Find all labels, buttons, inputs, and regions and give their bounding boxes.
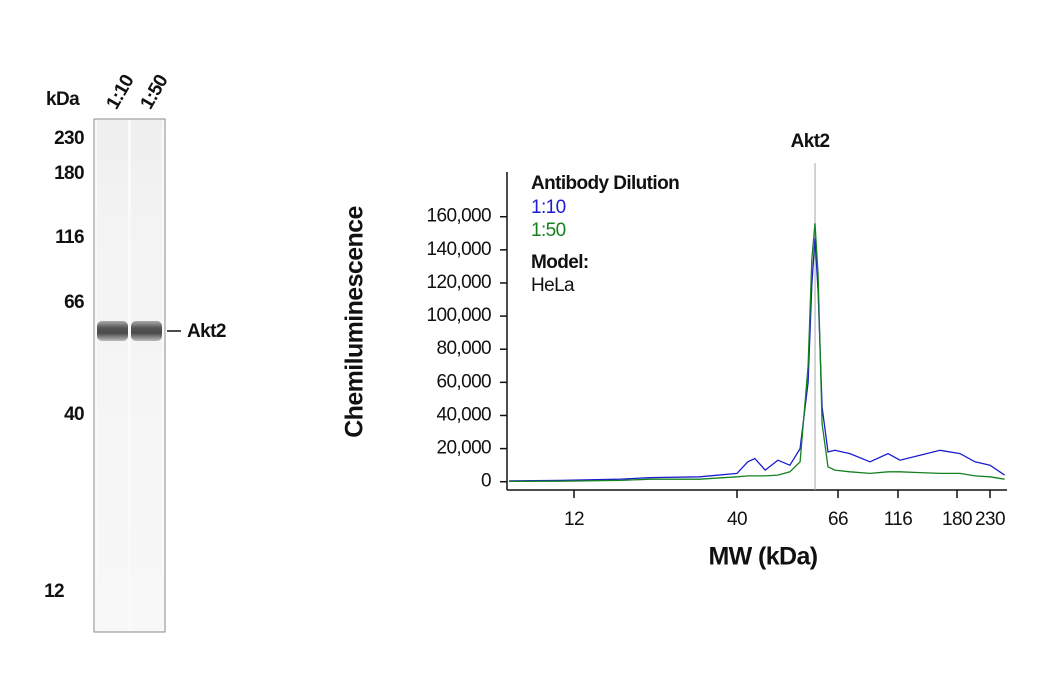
y-tick-label: 20,000 <box>436 438 491 459</box>
marker-label: 12 <box>44 581 64 602</box>
y-axis-title: Chemiluminescence <box>341 206 369 438</box>
legend-entry: 1:10 <box>531 197 566 218</box>
marker-label: 116 <box>55 227 84 248</box>
x-tick-label: 12 <box>564 509 584 530</box>
chart-title: Akt2 <box>791 131 830 152</box>
marker-label: 40 <box>64 404 84 425</box>
y-tick-label: 160,000 <box>427 206 492 227</box>
legend-entry: 1:50 <box>531 220 566 241</box>
y-tick-label: 40,000 <box>436 404 491 425</box>
blot-panel: kDa 1:10 1:50 230 180 116 66 40 12 Akt2 <box>44 72 226 633</box>
unit-label: kDa <box>46 89 80 110</box>
x-tick-label: 180 <box>942 509 972 530</box>
band <box>131 321 162 341</box>
chart: 0 20,000 40,000 60,000 80,000 100,000 120,000 1… <box>341 131 1007 571</box>
lane <box>131 120 162 631</box>
series-line <box>508 238 1005 482</box>
series-line <box>508 223 1005 483</box>
y-tick-label: 60,000 <box>436 371 491 392</box>
model-label: Model: <box>531 252 589 273</box>
model-value: HeLa <box>531 275 575 296</box>
x-tick-label: 230 <box>975 509 1005 530</box>
y-tick-label: 80,000 <box>436 338 491 359</box>
x-tick-label: 40 <box>727 509 747 530</box>
y-tick-label: 0 <box>481 471 491 492</box>
legend-title: Antibody Dilution <box>531 173 679 194</box>
x-axis-title: MW (kDa) <box>708 543 817 571</box>
y-tick-label: 100,000 <box>427 305 492 326</box>
y-tick-label: 140,000 <box>427 239 492 260</box>
x-tick-label: 116 <box>884 509 913 530</box>
lane-label: 1:50 <box>136 72 172 113</box>
lane <box>97 120 128 631</box>
marker-label: 230 <box>54 128 84 149</box>
marker-label: 66 <box>64 292 84 313</box>
y-tick-label: 120,000 <box>427 272 492 293</box>
band-label: Akt2 <box>187 321 226 342</box>
marker-label: 180 <box>54 163 84 184</box>
lane-label: 1:10 <box>102 72 138 113</box>
band <box>97 321 128 341</box>
x-tick-label: 66 <box>828 509 848 530</box>
